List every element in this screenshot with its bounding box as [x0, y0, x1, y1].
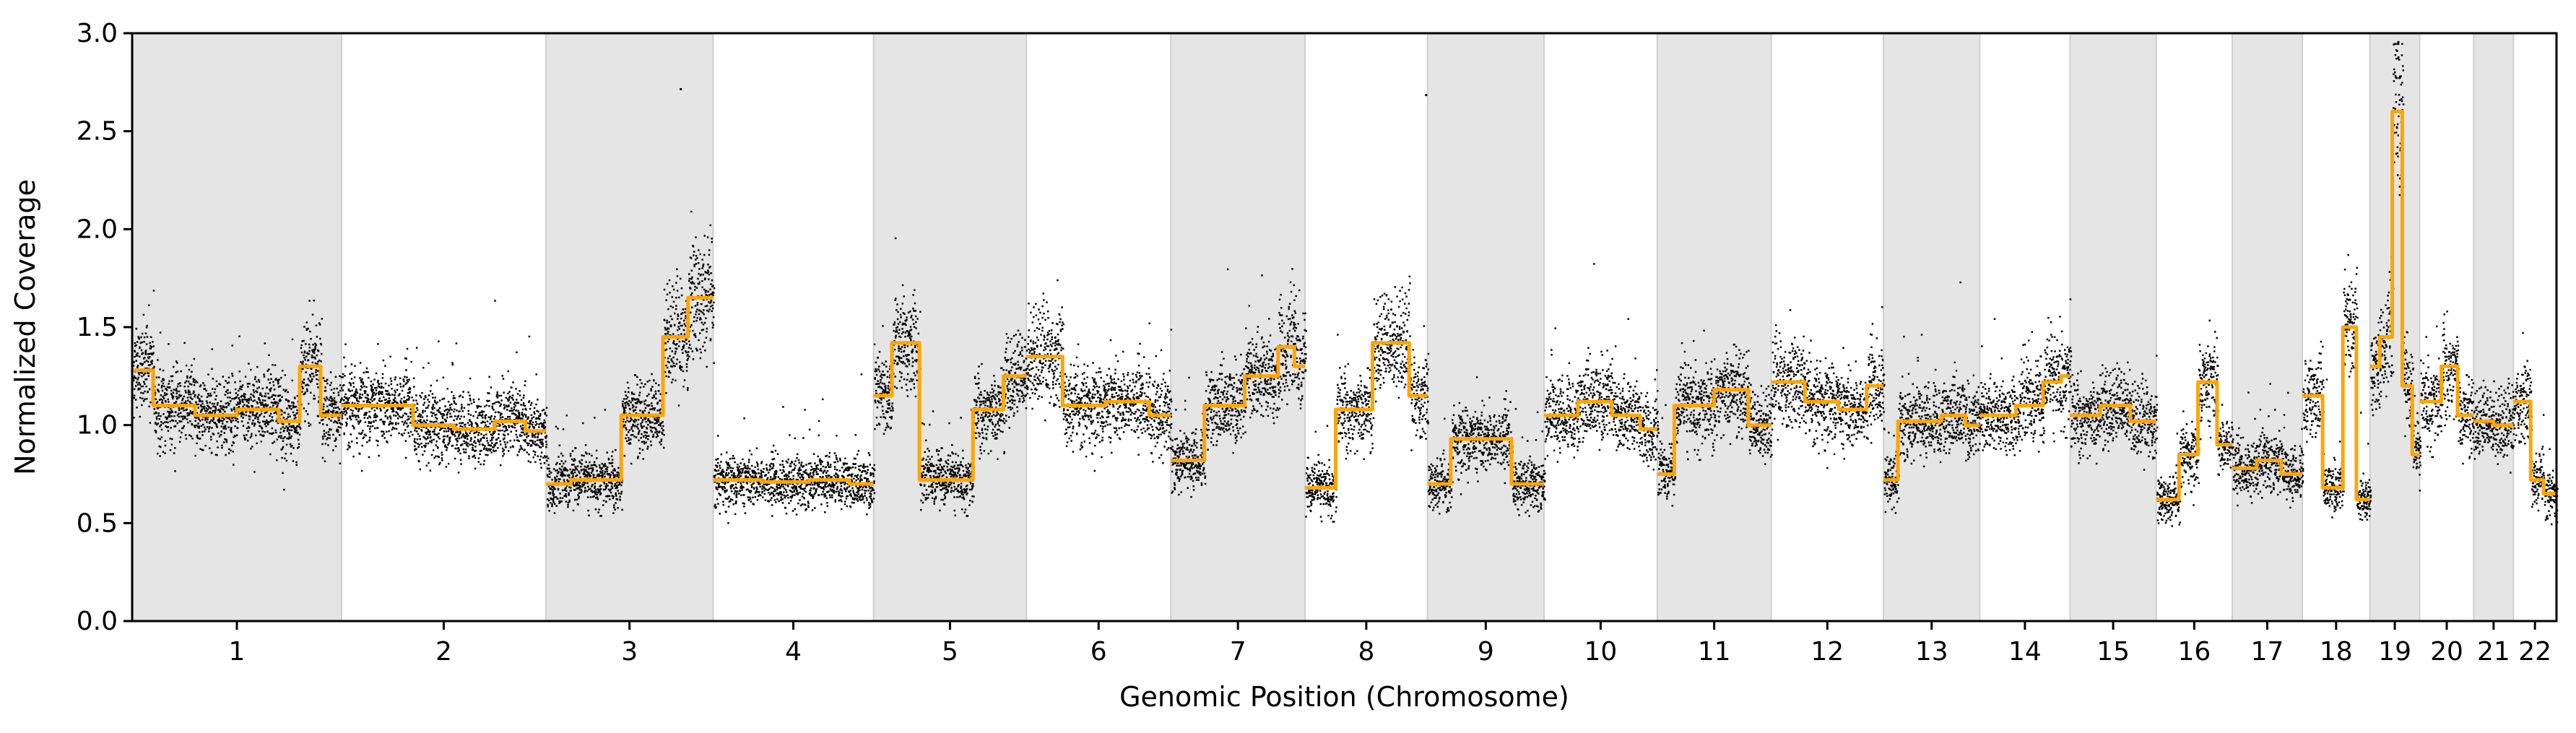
x-tick-label: 4: [785, 637, 802, 667]
segment-line-chr6: [1026, 355, 1171, 417]
y-tick-label: 2.5: [77, 117, 118, 147]
x-tick-label: 22: [2518, 637, 2551, 667]
x-tick-label: 12: [1810, 637, 1844, 667]
segment-line-chr20: [2419, 364, 2474, 417]
chromosome-band-5: [872, 32, 1028, 622]
x-tick-label: 6: [1090, 637, 1107, 667]
chromosome-band-3: [545, 32, 714, 622]
x-tick-label: 9: [1478, 637, 1494, 667]
x-tick-label: 11: [1698, 637, 1731, 667]
chromosome-band-13: [1883, 32, 1981, 622]
y-tick-label: 1.5: [77, 313, 118, 342]
segment-line-chr10: [1544, 399, 1657, 431]
x-tick-label: 16: [2177, 637, 2211, 667]
x-tick-label: 21: [2477, 637, 2510, 667]
chromosome-band-9: [1426, 32, 1545, 622]
chromosome-bands: [131, 32, 2515, 622]
segment-line-chr9: [1427, 437, 1544, 486]
x-tick-label: 14: [2008, 637, 2042, 667]
x-axis-label: Genomic Position (Chromosome): [1119, 681, 1569, 713]
segment-line-chr8: [1305, 341, 1428, 490]
chromosome-band-11: [1656, 32, 1772, 622]
segment-line-chr12: [1771, 380, 1884, 412]
y-axis-ticks: 0.0 0.5 1.0 1.5 2.0 2.5 3.0: [77, 19, 132, 636]
x-tick-label: 7: [1230, 637, 1246, 667]
x-tick-label: 20: [2430, 637, 2463, 667]
x-axis-ticks: 1 2 3 4 5 6 7 8 9 10 11 12 13 14 15 16 17 18 19 20 21 22: [229, 621, 2551, 667]
y-tick-label: 3.0: [77, 19, 118, 48]
x-tick-label: 15: [2096, 637, 2130, 667]
x-tick-label: 18: [2320, 637, 2353, 667]
segment-line-chr22: [2513, 399, 2557, 496]
chromosome-band-1: [131, 32, 342, 622]
y-tick-label: 2.0: [77, 214, 118, 244]
segment-line-chr7: [1171, 344, 1306, 462]
segment-line-chr17: [2232, 459, 2302, 476]
chromosome-band-21: [2473, 32, 2515, 622]
chromosome-band-7: [1170, 32, 1306, 622]
x-tick-label: 13: [1915, 637, 1948, 667]
segment-line-chr19: [2369, 110, 2420, 456]
x-tick-label: 8: [1358, 637, 1374, 667]
segment-line-chr3: [545, 295, 714, 486]
segment-line-chr11: [1657, 388, 1771, 476]
segment-lines: [132, 110, 2557, 502]
y-axis-label: Normalized Coverage: [9, 179, 41, 475]
x-tick-label: 19: [2378, 637, 2411, 667]
y-tick-label: 0.5: [77, 508, 118, 538]
segment-line-chr13: [1883, 413, 1980, 482]
segment-line-chr16: [2156, 380, 2232, 502]
x-tick-label: 17: [2251, 637, 2284, 667]
segment-line-chr14: [1979, 374, 2070, 417]
plot-frame: [131, 32, 2558, 623]
segment-line-chr15: [2070, 404, 2156, 423]
x-tick-label: 5: [942, 637, 958, 667]
x-tick-label: 10: [1584, 637, 1617, 667]
segment-line-chr21: [2473, 419, 2514, 428]
y-tick-label: 0.0: [77, 607, 118, 636]
x-tick-label: 2: [435, 637, 452, 667]
y-tick-label: 1.0: [77, 411, 118, 441]
x-tick-label: 1: [229, 637, 246, 667]
chromosome-band-15: [2069, 32, 2157, 622]
x-tick-label: 3: [621, 637, 638, 667]
segment-line-chr4: [713, 478, 874, 486]
chromosome-band-17: [2231, 32, 2304, 622]
segment-line-chr18: [2302, 325, 2370, 502]
chromosome-band-19: [2369, 32, 2421, 622]
segment-line-chr1: [132, 364, 342, 423]
segment-line-chr2: [342, 404, 546, 433]
segment-line-chr5: [873, 341, 1027, 482]
